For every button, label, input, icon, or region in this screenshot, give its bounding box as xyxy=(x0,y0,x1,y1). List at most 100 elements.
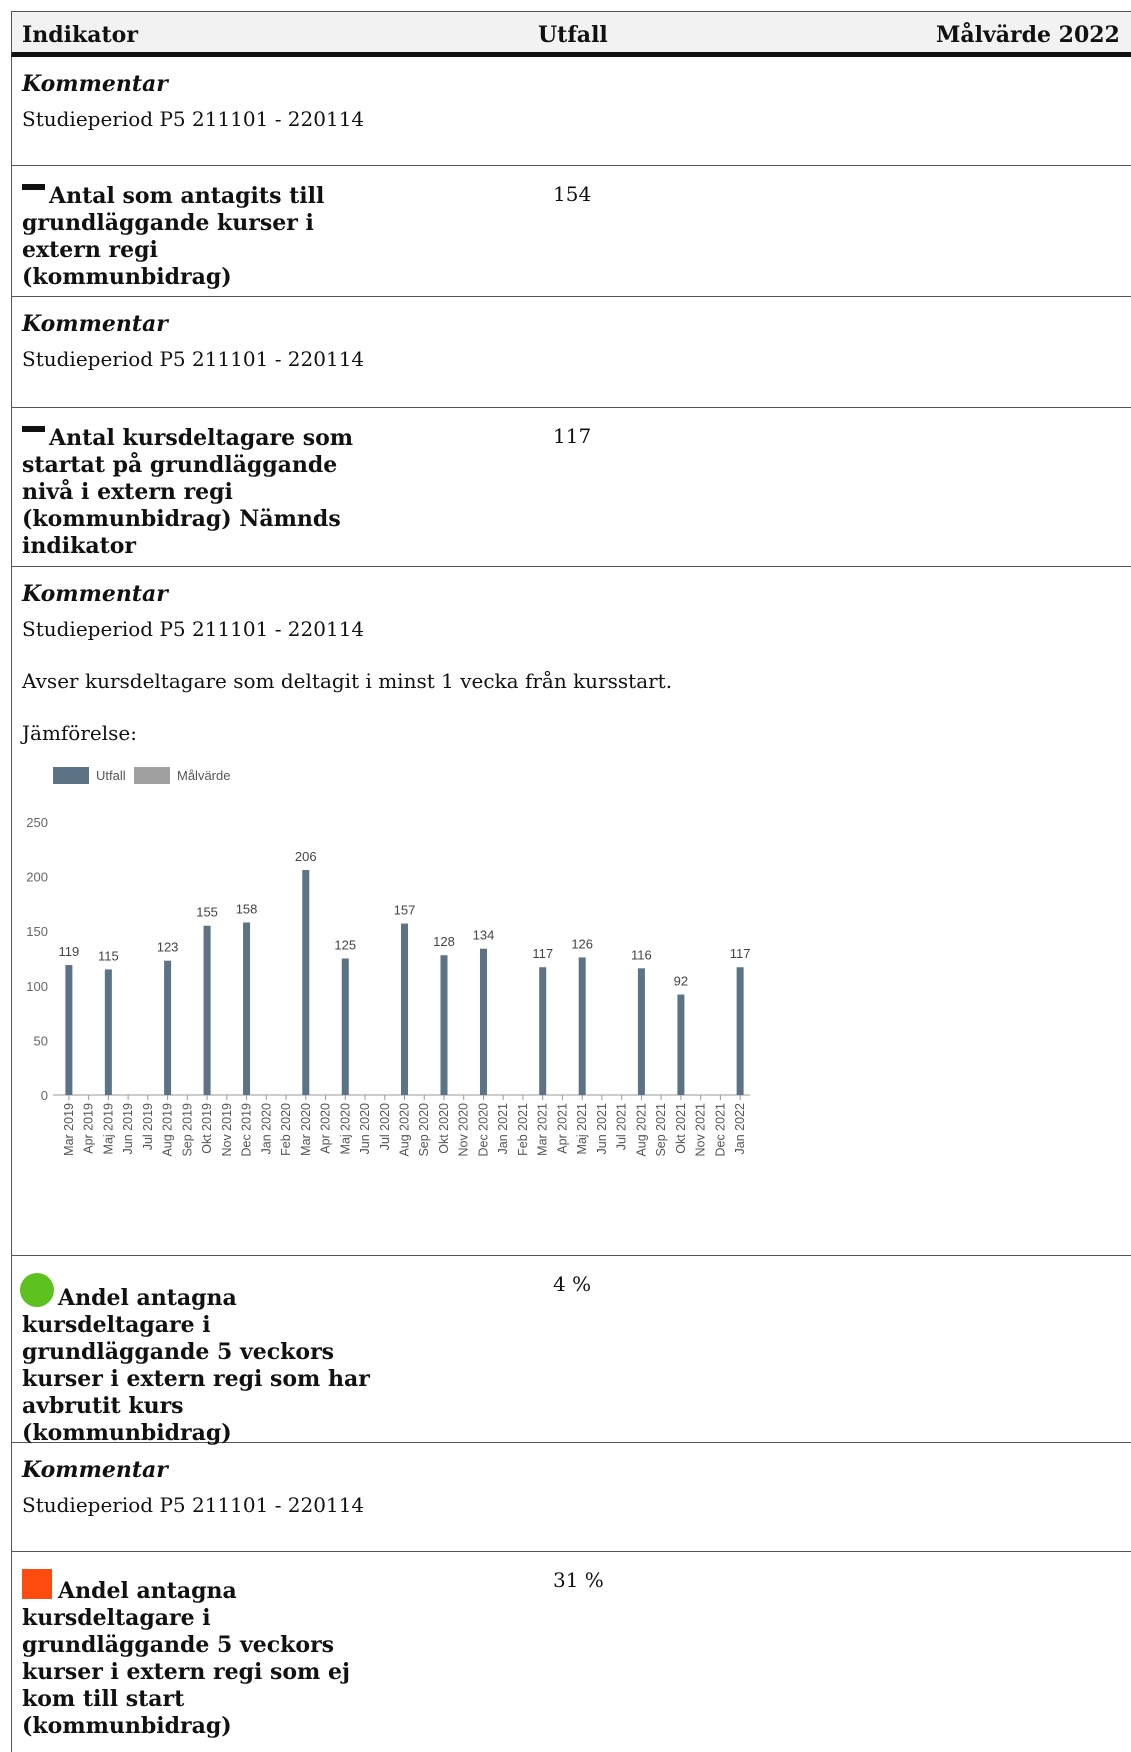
data-label: 155 xyxy=(196,905,218,920)
data-label: 117 xyxy=(730,946,751,961)
y-tick-label: 200 xyxy=(26,870,48,885)
table-header: Indikator Utfall Målvärde 2022 xyxy=(11,11,1131,57)
bar xyxy=(341,958,349,1095)
data-label: 158 xyxy=(236,901,258,916)
header-malvarde: Målvärde 2022 xyxy=(936,22,1120,48)
data-label: 206 xyxy=(295,849,317,864)
comparison-bar-chart: Utfall Målvärde 0 50 100 150 200 250 Mar 2019 Apr… xyxy=(26,767,751,1157)
bar xyxy=(401,923,408,1095)
x-tick-label: Maj 2021 xyxy=(575,1103,589,1154)
indicator-row: Andel antagna kursdeltagare i grundlägga… xyxy=(11,1256,1131,1446)
bar xyxy=(440,955,448,1095)
legend-swatch xyxy=(53,767,89,784)
bar xyxy=(164,960,172,1095)
x-tick-label: Feb 2020 xyxy=(279,1103,293,1156)
x-tick-label: Dec 2021 xyxy=(713,1103,727,1157)
x-tick-label: Nov 2019 xyxy=(220,1103,234,1157)
bar xyxy=(65,965,73,1095)
indicator-row: Antal kursdeltagare som startat på grund… xyxy=(11,408,1131,567)
dash-icon xyxy=(22,184,45,190)
data-label: 125 xyxy=(334,938,356,953)
x-tick-label: Apr 2019 xyxy=(82,1103,96,1154)
data-label: 119 xyxy=(59,944,80,959)
bar xyxy=(578,957,586,1095)
bar xyxy=(539,967,547,1095)
x-tick-label: Okt 2019 xyxy=(200,1103,214,1154)
bar xyxy=(203,925,211,1095)
x-tick-label: Aug 2019 xyxy=(161,1103,175,1157)
x-tick-label: Mar 2021 xyxy=(536,1103,550,1156)
data-label: 123 xyxy=(157,940,179,955)
x-tick-label: Aug 2020 xyxy=(398,1103,412,1157)
green-circle-icon xyxy=(20,1273,54,1307)
data-label: 92 xyxy=(674,974,688,989)
indicator-value: 31 % xyxy=(553,1568,604,1592)
x-tick-label: Okt 2020 xyxy=(437,1103,451,1154)
header-utfall: Utfall xyxy=(538,22,608,48)
comment-text: Studieperiod P5 211101 - 220114 xyxy=(22,107,365,131)
bar xyxy=(302,870,310,1095)
indicator-row: Andel antagna kursdeltagare i grundlägga… xyxy=(11,1552,1131,1752)
bar xyxy=(637,968,645,1095)
bar xyxy=(479,948,487,1095)
bar xyxy=(677,994,685,1095)
comment-title: Kommentar xyxy=(22,581,168,607)
y-tick-label: 100 xyxy=(26,979,48,994)
comment-text: Studieperiod P5 211101 - 220114 xyxy=(22,617,365,641)
x-tick-label: Okt 2021 xyxy=(674,1103,688,1154)
x-tick-label: Mar 2019 xyxy=(62,1103,76,1156)
x-tick-label: Apr 2021 xyxy=(555,1103,569,1154)
indicator-title: Antal som antagits till grundläggande ku… xyxy=(22,183,325,290)
comment-title: Kommentar xyxy=(22,71,168,97)
data-label: 116 xyxy=(631,947,652,962)
indicator-value: 4 % xyxy=(553,1272,592,1296)
red-square-icon xyxy=(22,1569,52,1599)
indicator-value: 117 xyxy=(553,424,592,448)
x-tick-label: Nov 2021 xyxy=(694,1103,708,1157)
x-tick-label: Jan 2022 xyxy=(733,1103,747,1154)
x-tick-label: Jun 2019 xyxy=(121,1103,135,1154)
data-label: 115 xyxy=(98,948,119,963)
comment-row: Kommentar Studieperiod P5 211101 - 22011… xyxy=(11,1443,1131,1552)
legend-label: Målvärde xyxy=(177,768,230,783)
x-tick-label: Dec 2019 xyxy=(240,1103,254,1157)
x-tick-label: Feb 2021 xyxy=(516,1103,530,1156)
comment-row: Kommentar Studieperiod P5 211101 - 22011… xyxy=(11,57,1131,166)
indicator-value: 154 xyxy=(553,182,592,206)
x-tick-label: Sep 2021 xyxy=(654,1103,668,1157)
data-label: 134 xyxy=(473,928,495,943)
indicator-table: Indikator Utfall Målvärde 2022 Kommentar… xyxy=(11,11,1131,1752)
x-tick-label: Apr 2020 xyxy=(319,1103,333,1154)
legend-swatch xyxy=(134,767,170,784)
x-tick-label: Nov 2020 xyxy=(457,1103,471,1157)
bar xyxy=(736,967,744,1095)
data-label: 128 xyxy=(433,934,455,949)
indicator-title: Andel antagna kursdeltagare i grundlägga… xyxy=(20,1273,372,1447)
bar xyxy=(243,922,251,1095)
y-tick-label: 250 xyxy=(26,815,48,830)
y-tick-label: 50 xyxy=(34,1033,48,1048)
comment-text: Jämförelse: xyxy=(22,721,137,745)
comment-text: Avser kursdeltagare som deltagit i minst… xyxy=(22,669,673,693)
x-tick-label: Mar 2020 xyxy=(299,1103,313,1156)
x-tick-label: Jul 2019 xyxy=(141,1103,155,1150)
comment-row-with-chart: Kommentar Studieperiod P5 211101 - 22011… xyxy=(11,567,1131,1256)
x-tick-label: Maj 2019 xyxy=(101,1103,115,1154)
x-tick-label: Sep 2020 xyxy=(417,1103,431,1157)
x-tick-label: Jul 2021 xyxy=(615,1103,629,1150)
bar xyxy=(104,969,112,1095)
x-tick-label: Jan 2020 xyxy=(259,1103,273,1154)
x-tick-label: Aug 2021 xyxy=(634,1103,648,1157)
x-tick-label: Jul 2020 xyxy=(378,1103,392,1150)
comment-row: Kommentar Studieperiod P5 211101 - 22011… xyxy=(11,297,1131,408)
x-tick-label: Maj 2020 xyxy=(338,1103,352,1154)
legend-label: Utfall xyxy=(96,768,126,783)
y-tick-label: 150 xyxy=(26,924,48,939)
indicator-title: Andel antagna kursdeltagare i grundlägga… xyxy=(22,1569,372,1740)
comment-title: Kommentar xyxy=(22,1457,168,1483)
x-tick-label: Sep 2019 xyxy=(180,1103,194,1157)
x-tick-label: Jun 2021 xyxy=(595,1103,609,1154)
dash-icon xyxy=(22,426,45,432)
data-label: 157 xyxy=(394,903,416,918)
comment-title: Kommentar xyxy=(22,311,168,337)
